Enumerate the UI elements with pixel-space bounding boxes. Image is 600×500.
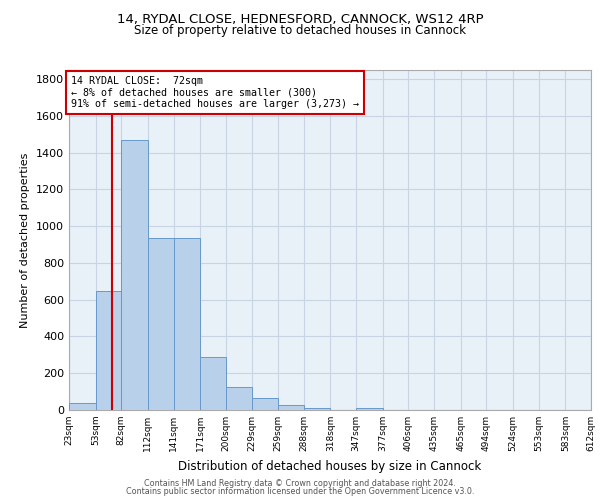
Bar <box>121 140 148 410</box>
Bar <box>278 406 304 410</box>
Bar <box>148 238 173 410</box>
Bar <box>356 408 383 410</box>
Text: Size of property relative to detached houses in Cannock: Size of property relative to detached ho… <box>134 24 466 37</box>
Text: 14, RYDAL CLOSE, HEDNESFORD, CANNOCK, WS12 4RP: 14, RYDAL CLOSE, HEDNESFORD, CANNOCK, WS… <box>116 12 484 26</box>
Y-axis label: Number of detached properties: Number of detached properties <box>20 152 31 328</box>
Text: Contains public sector information licensed under the Open Government Licence v3: Contains public sector information licen… <box>126 487 474 496</box>
Bar <box>251 398 278 410</box>
Bar <box>95 291 121 410</box>
Bar <box>173 238 200 410</box>
Bar <box>226 387 251 410</box>
Text: Contains HM Land Registry data © Crown copyright and database right 2024.: Contains HM Land Registry data © Crown c… <box>144 478 456 488</box>
Text: 14 RYDAL CLOSE:  72sqm
← 8% of detached houses are smaller (300)
91% of semi-det: 14 RYDAL CLOSE: 72sqm ← 8% of detached h… <box>71 76 359 108</box>
Bar <box>200 356 226 410</box>
Bar <box>304 408 331 410</box>
X-axis label: Distribution of detached houses by size in Cannock: Distribution of detached houses by size … <box>178 460 482 472</box>
Bar <box>69 403 95 410</box>
